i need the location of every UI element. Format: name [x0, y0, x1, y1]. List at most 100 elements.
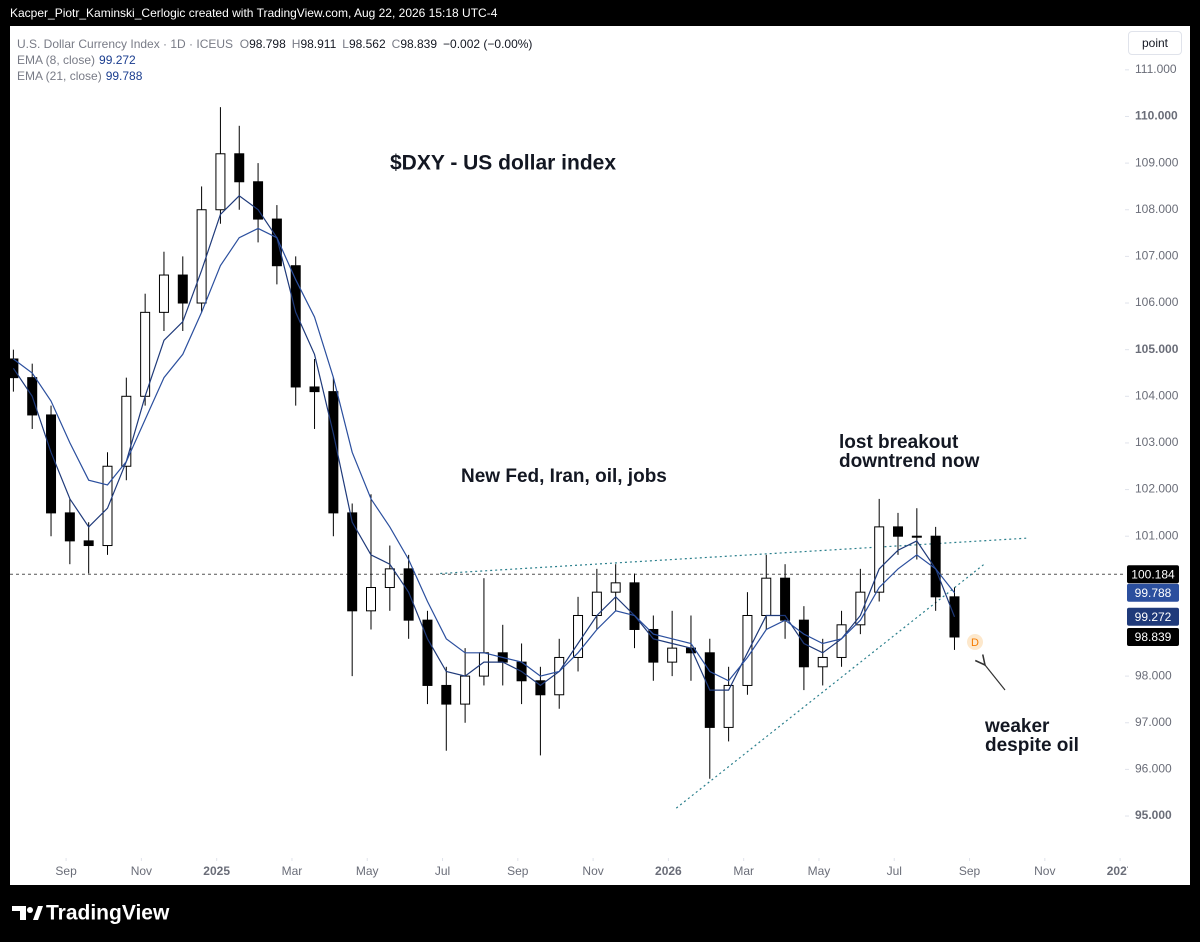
arrow [985, 665, 1006, 691]
annotation: lost breakout [839, 432, 959, 453]
x-tick-label: May [356, 864, 379, 878]
indicator-line: EMA (8, close) 99.272 [17, 52, 538, 68]
candle-body [328, 391, 339, 514]
candle-body [177, 274, 188, 304]
x-tick-label: 2027 [1107, 864, 1134, 878]
price-tag [1127, 627, 1179, 646]
candle-body [667, 647, 678, 663]
price-axis: 111.000 110.000 109.000 108.000 107.000 106.0… [1125, 62, 1179, 822]
annotation: downtrend now [839, 451, 980, 472]
candle-body [347, 512, 358, 612]
event-marker-label: D [971, 637, 979, 649]
x-tick-label: Jul [435, 864, 450, 878]
candle-body [535, 680, 546, 696]
x-tick-label: Nov [131, 864, 152, 878]
y-tick-label: 101.000 [1135, 528, 1179, 542]
y-tick-label: 96.000 [1135, 762, 1172, 776]
event-marker [967, 634, 983, 650]
trendline [675, 562, 986, 809]
annotation: New Fed, Iran, oil, jobs [461, 466, 667, 487]
legend-entry: EMA (21, close) [17, 69, 102, 83]
y-tick-label: 110.000 [1135, 109, 1178, 123]
y-tick-label: 102.000 [1135, 482, 1179, 496]
scale-mode-button[interactable]: point [1128, 31, 1182, 55]
x-tick-label: 2026 [655, 864, 682, 878]
candle-body [911, 535, 922, 538]
candle-body [573, 614, 584, 658]
y-tick-label: 111.000 [1135, 62, 1177, 76]
price-tag-label: 99.788 [1135, 586, 1172, 600]
ohlc-value: 98.839 [400, 37, 438, 51]
candle-body [836, 624, 847, 658]
price-tag [1127, 565, 1179, 584]
price-tag-label: 98.839 [1135, 630, 1172, 644]
candle-body [780, 577, 791, 621]
annotation: weaker [984, 716, 1050, 737]
candle-body [121, 395, 132, 467]
candle-body [158, 274, 169, 313]
y-tick-label: 109.000 [1135, 155, 1179, 169]
symbol-line: U.S. Dollar Currency Index · 1D · ICEUS … [17, 36, 538, 52]
ohlc-value: 98.798 [249, 37, 286, 51]
ema-line [12, 195, 956, 691]
candle-body [422, 619, 433, 686]
candle-body [403, 568, 414, 621]
candle-body [554, 656, 565, 696]
y-tick-label: 104.000 [1135, 388, 1179, 402]
x-tick-label: Nov [1034, 864, 1055, 878]
candle-body [102, 465, 113, 547]
brand-logo [12, 906, 43, 920]
candle-body [366, 587, 377, 612]
indicator-line: EMA (21, close) 99.788 [17, 68, 538, 84]
candle-body [46, 414, 57, 514]
indicator-value: 99.788 [105, 69, 143, 83]
candle-body [384, 568, 395, 589]
candle-body [460, 675, 471, 705]
y-tick-label: 105.000 [1135, 342, 1179, 356]
y-tick-label: 95.000 [1135, 808, 1172, 822]
x-tick-label: Sep [959, 864, 981, 878]
attribution: Kacper_Piotr_Kaminski_Cerlogic created w… [10, 6, 498, 20]
x-tick-label: Sep [507, 864, 529, 878]
candle-body [271, 218, 282, 267]
time-axis: Sep Nov 2025 Mar May Jul Sep Nov 2026 Mar May Jul Se… [55, 858, 1134, 878]
y-tick-label: 108.000 [1135, 202, 1179, 216]
indicator-value: 99.272 [99, 53, 136, 67]
candle-body [817, 656, 828, 668]
x-tick-label: Nov [582, 864, 603, 878]
price-tag [1127, 583, 1179, 602]
ohlc-label: C [391, 37, 401, 51]
candle-body [930, 535, 941, 598]
price-tag [1127, 607, 1179, 626]
candle-body [83, 540, 94, 547]
x-tick-label: Mar [282, 864, 303, 878]
candle-body [742, 614, 753, 686]
candle-body [253, 181, 264, 220]
y-tick-label: 98.000 [1135, 668, 1172, 682]
y-tick-label: 103.000 [1135, 435, 1179, 449]
candle-body [855, 591, 866, 626]
price-tag-label: 100.184 [1131, 567, 1175, 581]
legend: U.S. Dollar Currency Index · 1D · ICEUS … [17, 36, 538, 84]
candle-body [140, 311, 151, 397]
candle-body [874, 526, 885, 593]
ema-line [13, 227, 955, 682]
trendline [440, 537, 1029, 575]
plot-area [10, 107, 1125, 809]
candle-body [893, 526, 904, 537]
y-tick-label: 97.000 [1135, 715, 1172, 729]
candle-body [64, 512, 75, 542]
x-tick-label: Sep [55, 864, 77, 878]
candle-body [196, 209, 207, 304]
chart-title: $DXY - US dollar index [390, 152, 616, 175]
legend-entry: EMA (8, close) [17, 53, 96, 67]
candle-body [215, 153, 226, 211]
ohlc-value: 98.562 [348, 37, 386, 51]
x-tick-label: Jul [887, 864, 902, 878]
ohlc-value: 98.911 [300, 37, 337, 51]
symbol: U.S. Dollar Currency Index · 1D · ICEUS [17, 37, 234, 51]
candle-body [441, 684, 452, 705]
candle-body [723, 684, 734, 728]
